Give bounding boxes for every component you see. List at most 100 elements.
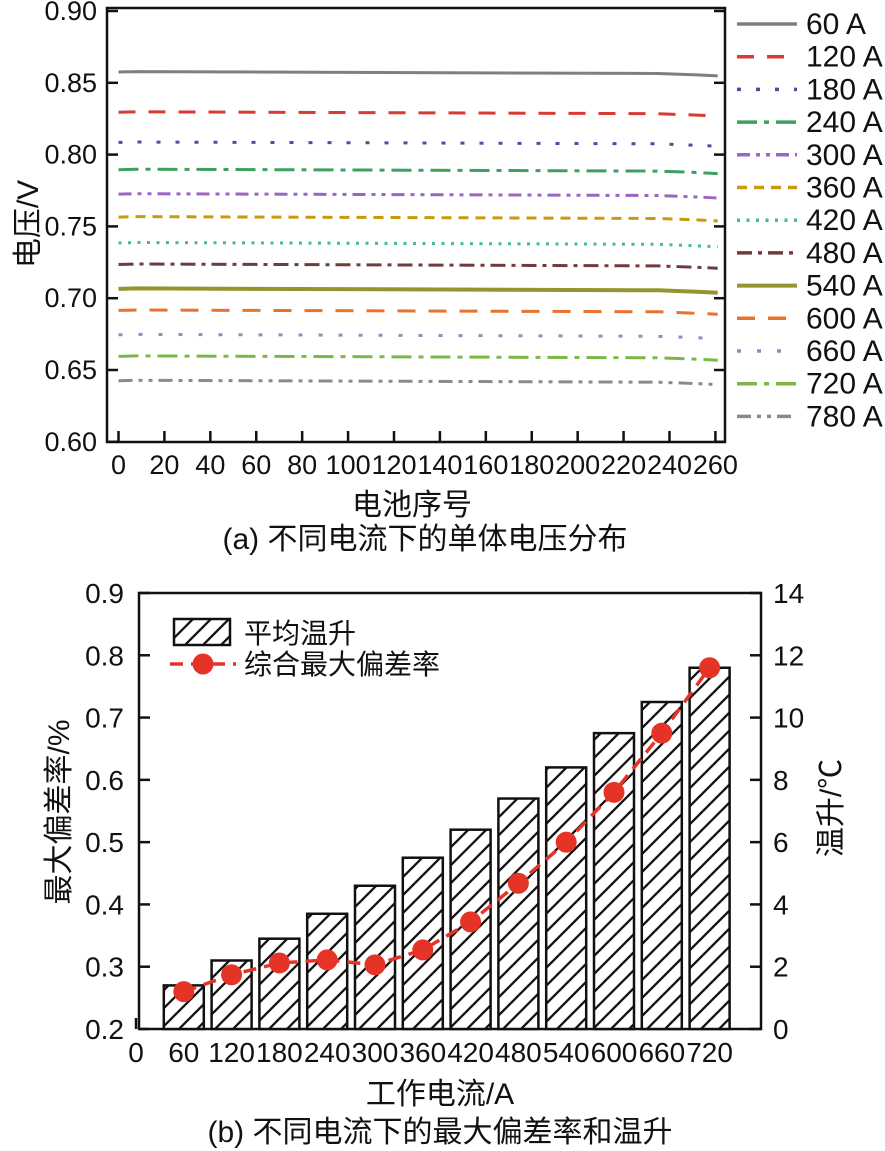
- deviation-rate-marker: [412, 939, 434, 961]
- right-y-tick-label: 4: [773, 889, 789, 920]
- legend-item: 240 A: [737, 106, 883, 139]
- legend-item: 720 A: [737, 368, 883, 401]
- deviation-rate-marker: [651, 722, 673, 744]
- left-y-tick-label: 0.2: [85, 1014, 124, 1045]
- legend-item: 660 A: [737, 335, 883, 368]
- left-y-tick-label: 0.3: [85, 952, 124, 983]
- left-y-tick-label: 0.8: [85, 640, 124, 671]
- x-tick-label: 160: [463, 450, 508, 480]
- x-tick-label: 240: [304, 1037, 351, 1068]
- series-line: [118, 354, 718, 362]
- left-y-tick-label: 0.5: [85, 827, 124, 858]
- legend-item: 420 A: [737, 204, 883, 237]
- series-line: [118, 140, 718, 148]
- series-line: [118, 332, 718, 341]
- x-tick-label: 40: [195, 450, 225, 480]
- x-tick-label: 180: [509, 450, 554, 480]
- deviation-rate-marker: [364, 954, 386, 976]
- series-line: [118, 192, 718, 200]
- x-tick-label: 420: [447, 1037, 494, 1068]
- x-tick-label: 240: [647, 450, 692, 480]
- chart-a-x-axis-title: 电池序号: [352, 489, 472, 522]
- legend-item: 480 A: [737, 237, 883, 270]
- deviation-rate-marker: [460, 911, 482, 933]
- series-line: [118, 378, 718, 387]
- bar-avg-temp-rise: [258, 937, 301, 1031]
- right-y-tick-label: 0: [773, 1014, 789, 1045]
- chart-b-caption: (b) 不同电流下的最大偏差率和温升: [207, 1116, 673, 1149]
- legend-label: 480 A: [806, 237, 883, 270]
- chart-b-canvas: 0.2 0.3 0.4 0.5 0.6 0.7 0.8 0.9 0 2 4 6 8 10 12 14 0 60 12…: [85, 578, 804, 1068]
- deviation-rate-marker: [221, 964, 243, 986]
- x-tick-label: 0: [128, 1037, 144, 1068]
- y-tick-label: 0.75: [44, 211, 97, 241]
- bar-avg-temp-rise: [640, 700, 684, 1031]
- deviation-rate-marker: [507, 872, 529, 894]
- bar-avg-temp-rise: [544, 766, 588, 1031]
- series-line: [118, 308, 718, 316]
- y-tick-label: 0.65: [44, 355, 97, 385]
- left-y-tick-label: 0.4: [85, 889, 124, 920]
- x-tick-label: 260: [693, 450, 738, 480]
- x-tick-label: 220: [601, 450, 646, 480]
- y-tick-label: 0.85: [44, 68, 97, 98]
- legend-label: 420 A: [806, 204, 883, 237]
- y-tick-label: 0.90: [44, 0, 97, 26]
- legend-item: 780 A: [737, 400, 883, 433]
- deviation-rate-marker: [699, 657, 721, 679]
- deviation-rate-marker: [555, 831, 577, 853]
- legend-item: 600 A: [737, 302, 883, 335]
- legend-item: 平均温升: [172, 617, 356, 649]
- series-line: [118, 215, 718, 223]
- left-y-tick-label: 0.9: [85, 578, 124, 609]
- x-tick-label: 200: [555, 450, 600, 480]
- x-tick-label: 720: [686, 1037, 733, 1068]
- series-line: [118, 286, 718, 295]
- x-tick-label: 300: [352, 1037, 399, 1068]
- x-tick-label: 140: [417, 450, 462, 480]
- series-line: [118, 262, 718, 270]
- series-line: [118, 110, 718, 118]
- legend-item: 综合最大偏差率: [170, 649, 440, 680]
- legend-label: 780 A: [806, 400, 883, 433]
- left-y-tick-label: 0.6: [85, 765, 124, 796]
- x-tick-label: 60: [168, 1037, 199, 1068]
- y-tick-label: 0.70: [44, 283, 97, 313]
- left-y-tick-label: 0.7: [85, 703, 124, 734]
- legend-label: 600 A: [806, 302, 883, 335]
- x-tick-label: 100: [326, 450, 371, 480]
- deviation-rate-marker: [316, 949, 338, 971]
- right-y-tick-label: 6: [773, 827, 789, 858]
- y-tick-label: 0.80: [44, 140, 97, 170]
- series-line: [118, 240, 718, 249]
- legend-item: 540 A: [737, 270, 883, 303]
- right-y-tick-label: 10: [773, 703, 804, 734]
- right-y-tick-label: 8: [773, 765, 789, 796]
- legend-label: 660 A: [806, 335, 883, 368]
- right-y-tick-label: 2: [773, 952, 789, 983]
- x-tick-label: 180: [256, 1037, 303, 1068]
- x-tick-label: 660: [638, 1037, 685, 1068]
- legend-label: 240 A: [806, 106, 883, 139]
- series-line: [118, 167, 718, 176]
- bar-avg-temp-rise: [497, 797, 540, 1031]
- x-tick-label: 600: [591, 1037, 638, 1068]
- legend-item: 120 A: [737, 41, 883, 74]
- bar-avg-temp-rise: [305, 912, 349, 1031]
- x-tick-label: 20: [149, 450, 179, 480]
- deviation-rate-marker: [173, 981, 195, 1003]
- legend-label: 60 A: [806, 8, 866, 41]
- bar-avg-temp-rise: [688, 666, 731, 1031]
- legend-label: 120 A: [806, 41, 883, 74]
- x-tick-label: 0: [111, 450, 126, 480]
- chart-a-plot-frame: [105, 6, 727, 444]
- legend-label: 综合最大偏差率: [244, 649, 440, 680]
- legend-label: 180 A: [806, 73, 883, 106]
- deviation-rate-marker: [603, 781, 625, 803]
- x-tick-label: 80: [287, 450, 317, 480]
- x-tick-label: 360: [399, 1037, 446, 1068]
- legend-item: 300 A: [737, 139, 883, 172]
- legend-label: 540 A: [806, 270, 883, 303]
- chart-b-x-axis-title: 工作电流/A: [365, 1078, 515, 1111]
